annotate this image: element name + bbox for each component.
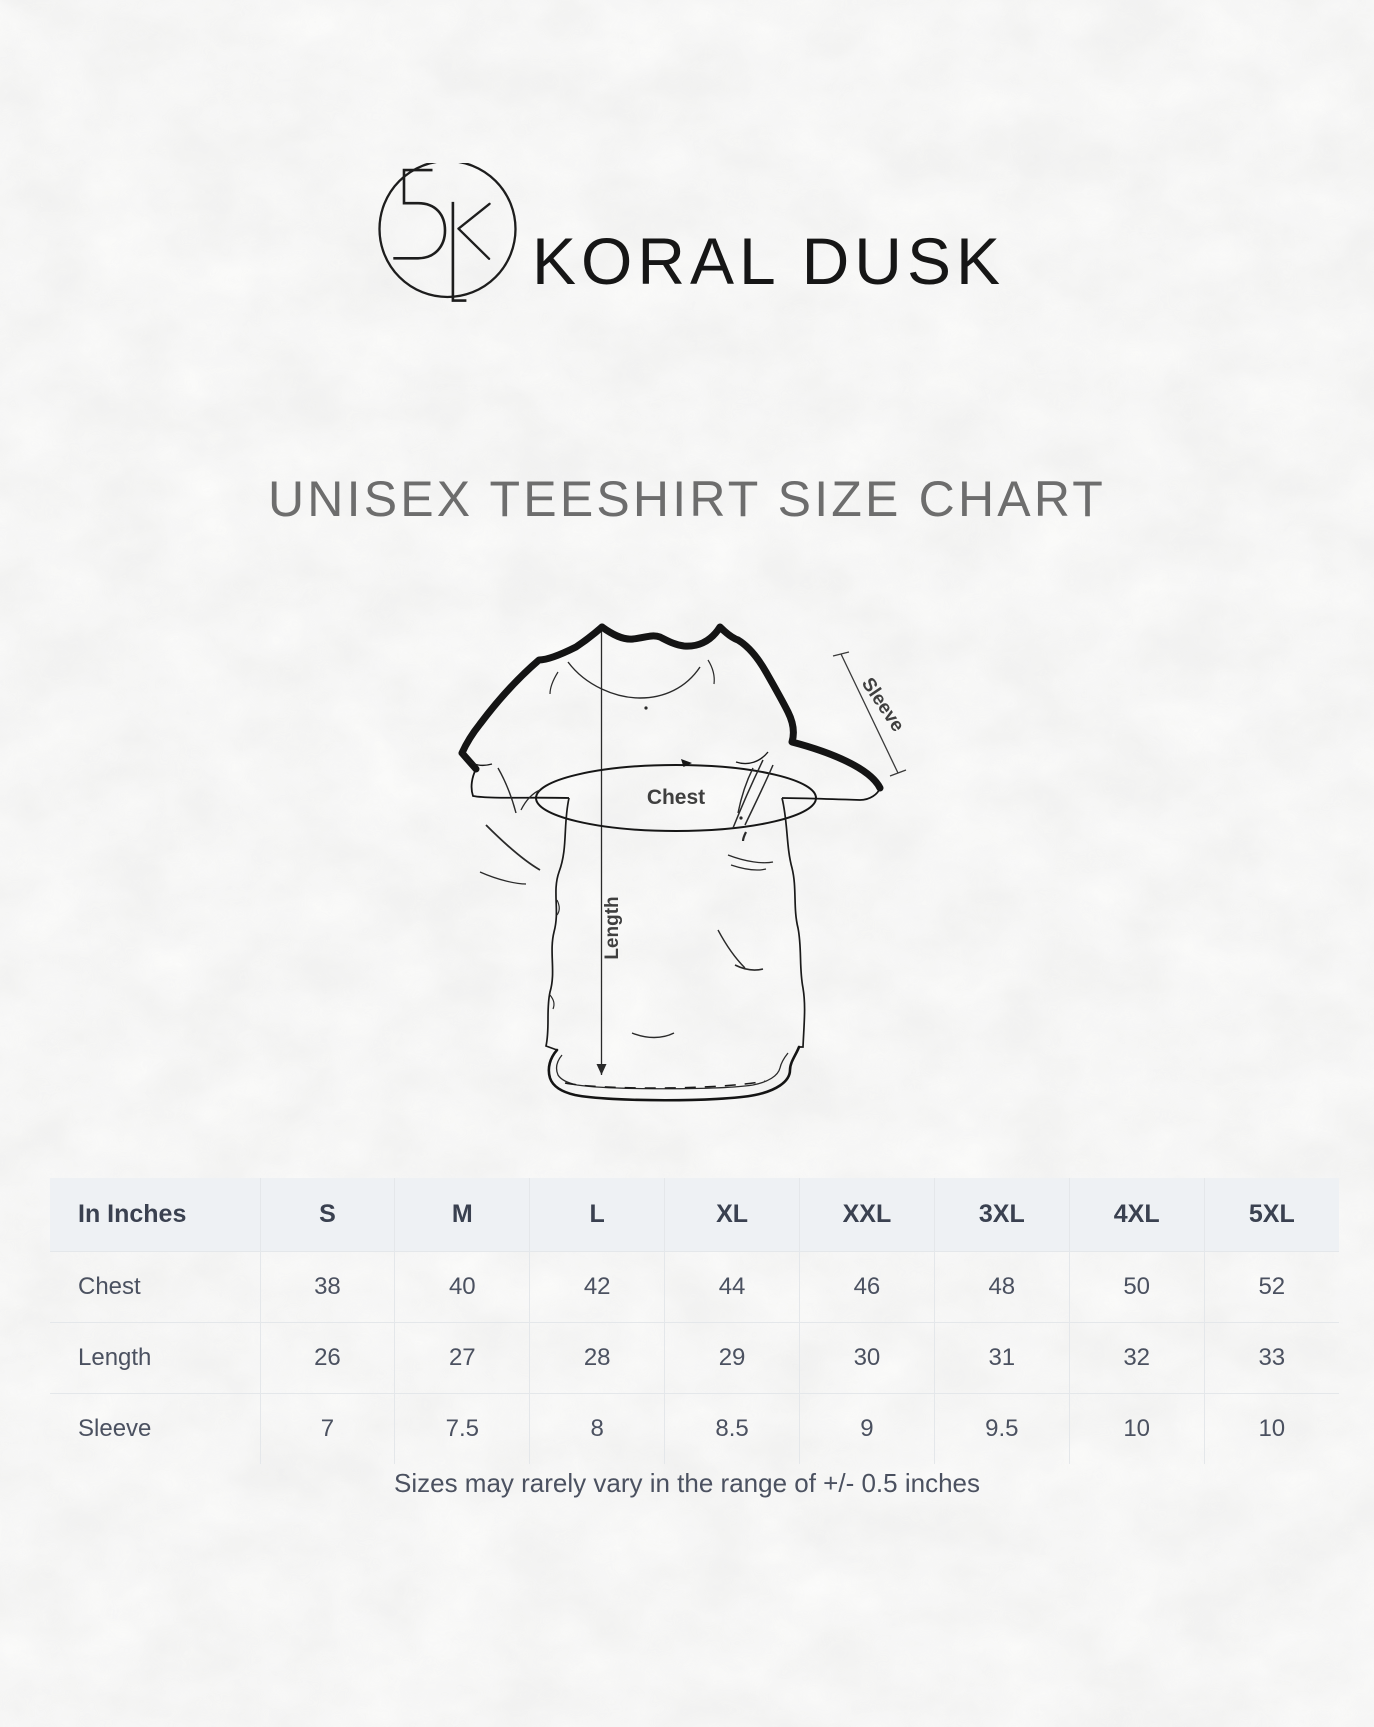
svg-text:Length: Length (602, 896, 623, 959)
svg-text:Chest: Chest (647, 786, 705, 809)
